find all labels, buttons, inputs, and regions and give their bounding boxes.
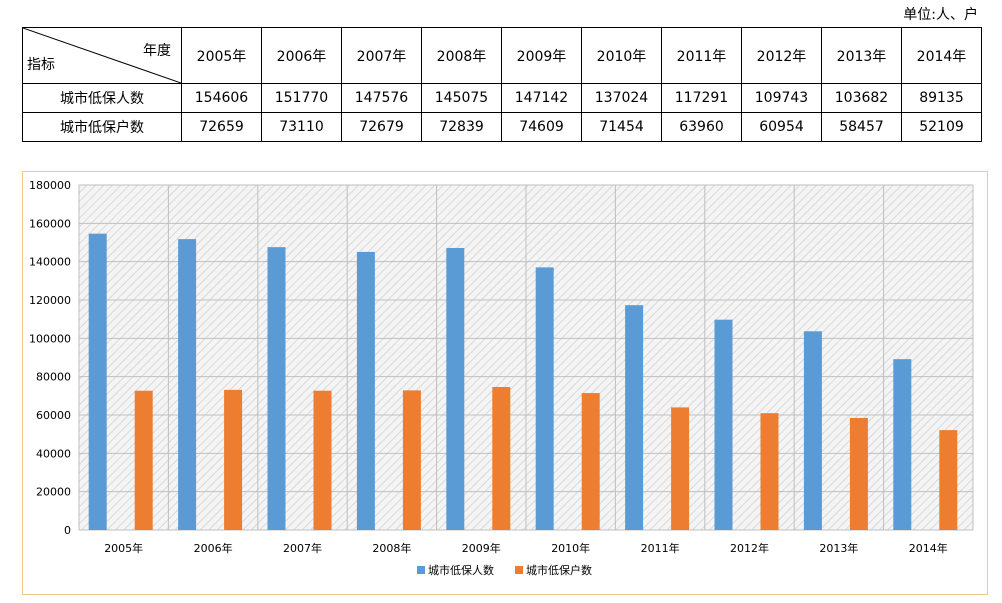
bar-persons bbox=[178, 239, 197, 531]
y-tick-label: 20000 bbox=[36, 486, 71, 499]
legend-swatch bbox=[417, 566, 425, 574]
bar-households bbox=[581, 393, 600, 530]
bar-households bbox=[492, 386, 511, 530]
table-cell: 109743 bbox=[741, 83, 822, 113]
bar-households bbox=[224, 389, 243, 530]
year-header: 2009年 bbox=[501, 27, 582, 84]
table-cell: 154606 bbox=[181, 83, 262, 113]
row-label: 城市低保人数 bbox=[22, 83, 182, 113]
legend-label: 城市低保人数 bbox=[428, 563, 494, 577]
bar-households bbox=[402, 390, 421, 530]
y-tick-label: 160000 bbox=[29, 217, 71, 230]
chart-container: 0 20000 40000 60000 80000 100000 120000 140000 1… bbox=[22, 171, 988, 595]
table-row: 城市低保人数 154606 151770 147576 145075 14714… bbox=[22, 83, 982, 113]
year-header: 2014年 bbox=[901, 27, 982, 84]
year-header: 2006年 bbox=[261, 27, 342, 84]
y-tick-label: 120000 bbox=[29, 294, 71, 307]
table-cell: 58457 bbox=[821, 112, 902, 142]
year-header: 2008年 bbox=[421, 27, 502, 84]
table-cell: 89135 bbox=[901, 83, 982, 113]
statistics-table: 年度 指标 2005年 2006年 2007年 2008年 2009年 2010… bbox=[22, 27, 982, 142]
y-tick-label: 180000 bbox=[29, 179, 71, 192]
table-header-row: 年度 指标 2005年 2006年 2007年 2008年 2009年 2010… bbox=[22, 27, 982, 84]
bar-persons bbox=[714, 319, 733, 530]
x-tick-label: 2008年 bbox=[372, 541, 411, 555]
x-tick-label: 2011年 bbox=[641, 541, 680, 555]
row-label: 城市低保户数 bbox=[22, 112, 182, 142]
bar-persons bbox=[446, 247, 465, 530]
x-tick-label: 2006年 bbox=[194, 541, 233, 555]
x-tick-label: 2014年 bbox=[909, 541, 948, 555]
corner-diagonal bbox=[23, 28, 181, 83]
x-tick-label: 2007年 bbox=[283, 541, 322, 555]
bar-persons bbox=[267, 247, 286, 530]
table-cell: 72679 bbox=[341, 112, 422, 142]
year-header: 2007年 bbox=[341, 27, 422, 84]
bar-persons bbox=[88, 233, 107, 531]
bar-households bbox=[671, 407, 690, 530]
x-tick-label: 2009年 bbox=[462, 541, 501, 555]
year-header: 2012年 bbox=[741, 27, 822, 84]
x-tick-label: 2013年 bbox=[819, 541, 858, 555]
bar-persons bbox=[803, 331, 822, 530]
table-cell: 60954 bbox=[741, 112, 822, 142]
table-cell: 71454 bbox=[581, 112, 662, 142]
table-cell: 137024 bbox=[581, 83, 662, 113]
bar-households bbox=[849, 417, 868, 530]
table-cell: 151770 bbox=[261, 83, 342, 113]
bar-persons bbox=[625, 305, 644, 530]
y-tick-label: 80000 bbox=[36, 371, 71, 384]
year-header: 2010年 bbox=[581, 27, 662, 84]
unit-label: 单位:人、户 bbox=[903, 7, 978, 23]
y-tick-label: 140000 bbox=[29, 256, 71, 269]
bar-persons bbox=[535, 267, 554, 530]
table-cell: 72839 bbox=[421, 112, 502, 142]
table-cell: 145075 bbox=[421, 83, 502, 113]
corner-indicator-label: 指标 bbox=[27, 57, 55, 73]
table-cell: 147576 bbox=[341, 83, 422, 113]
year-header: 2013年 bbox=[821, 27, 902, 84]
bar-persons bbox=[893, 359, 912, 530]
legend-swatch bbox=[515, 566, 523, 574]
x-tick-label: 2010年 bbox=[551, 541, 590, 555]
table-cell: 73110 bbox=[261, 112, 342, 142]
table-cell: 147142 bbox=[501, 83, 582, 113]
year-header: 2005年 bbox=[181, 27, 262, 84]
bar-households bbox=[939, 430, 958, 530]
x-tick-label: 2005年 bbox=[104, 541, 143, 555]
table-cell: 63960 bbox=[661, 112, 742, 142]
corner-year-label: 年度 bbox=[143, 43, 171, 59]
y-tick-label: 0 bbox=[64, 524, 71, 537]
table-cell: 72659 bbox=[181, 112, 262, 142]
table-cell: 117291 bbox=[661, 83, 742, 113]
table-corner-cell: 年度 指标 bbox=[22, 27, 182, 84]
bar-households bbox=[313, 390, 332, 530]
x-tick-label: 2012年 bbox=[730, 541, 769, 555]
table-row: 城市低保户数 72659 73110 72679 72839 74609 714… bbox=[22, 112, 982, 142]
y-tick-label: 60000 bbox=[36, 409, 71, 422]
bar-persons bbox=[356, 251, 375, 530]
legend-label: 城市低保户数 bbox=[526, 563, 592, 577]
bar-chart: 0 20000 40000 60000 80000 100000 120000 140000 1… bbox=[29, 179, 974, 577]
y-tick-label: 40000 bbox=[36, 447, 71, 460]
year-header: 2011年 bbox=[661, 27, 742, 84]
table-cell: 103682 bbox=[821, 83, 902, 113]
bar-households bbox=[134, 390, 153, 530]
table-cell: 74609 bbox=[501, 112, 582, 142]
y-tick-label: 100000 bbox=[29, 332, 71, 345]
bar-households bbox=[760, 413, 779, 530]
table-cell: 52109 bbox=[901, 112, 982, 142]
